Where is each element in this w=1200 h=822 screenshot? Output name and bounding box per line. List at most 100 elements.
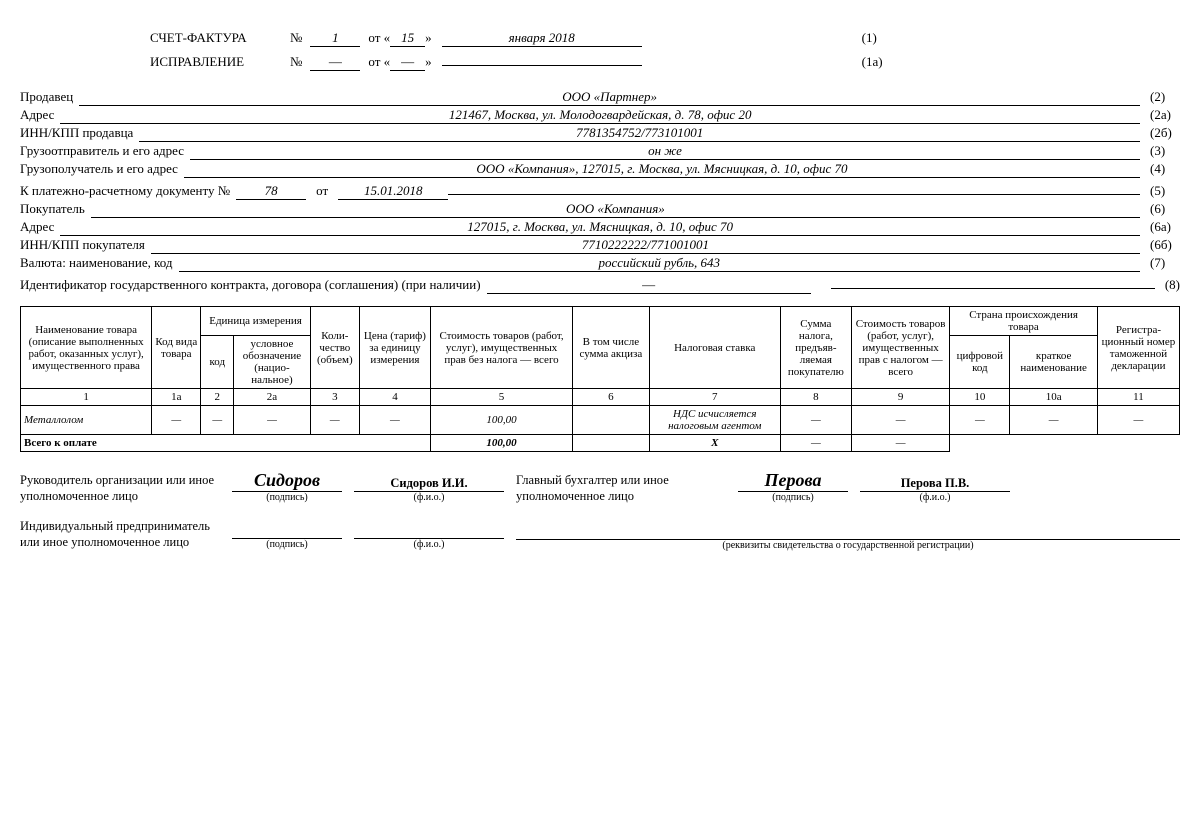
items-table: Наименование товара (описание выполненны… <box>20 306 1180 452</box>
inn-label: ИНН/КПП продавца <box>20 125 139 141</box>
contract-value: — <box>487 277 811 294</box>
currency-value: российский рубль, 643 <box>179 255 1140 272</box>
item-ccode: — <box>950 406 1010 435</box>
seller-note: (2) <box>1140 89 1180 105</box>
acct-name: Перова П.В. <box>860 474 1010 492</box>
coln-2a: 2а <box>234 389 311 406</box>
coln-5: 5 <box>430 389 572 406</box>
paydoc-from: от <box>306 183 338 199</box>
contract-note: (8) <box>1155 277 1180 293</box>
item-usym: — <box>234 406 311 435</box>
paydoc-label: К платежно-расчетному документу № <box>20 183 236 199</box>
item-price: — <box>359 406 430 435</box>
paydoc-num: 78 <box>236 183 306 200</box>
coln-4: 4 <box>359 389 430 406</box>
head-name: Сидоров И.И. <box>354 474 504 492</box>
from-label: от « <box>368 30 390 46</box>
coln-1: 1 <box>21 389 152 406</box>
coln-6: 6 <box>573 389 650 406</box>
num-label: № <box>290 30 302 46</box>
buyer-addr-label: Адрес <box>20 219 60 235</box>
col-code: Код вида товара <box>152 307 201 389</box>
paydoc-note: (5) <box>1140 183 1180 199</box>
invoice-title: СЧЕТ-ФАКТУРА <box>150 30 290 46</box>
cap-sig-1: (подпись) <box>232 492 342 504</box>
total-excise <box>573 435 650 452</box>
col-country-code: цифровой код <box>950 336 1010 389</box>
inn-value: 7781354752/773101001 <box>139 125 1140 142</box>
col-country: Страна происхождения товара <box>950 307 1098 336</box>
col-tax: Сумма налога, предъяв­ляемая покупателю <box>780 307 851 389</box>
col-name: Наименование товара (описание выполненны… <box>21 307 152 389</box>
coln-1a: 1а <box>152 389 201 406</box>
item-code: — <box>152 406 201 435</box>
shipper-value: он же <box>190 143 1140 160</box>
col-rate: Налоговая ставка <box>649 307 780 389</box>
coln-10: 10 <box>950 389 1010 406</box>
item-decl: — <box>1097 406 1179 435</box>
buyer-value: ООО «Компания» <box>91 201 1140 218</box>
seller-label: Продавец <box>20 89 79 105</box>
correction-title: ИСПРАВЛЕНИЕ <box>150 54 290 70</box>
coln-3: 3 <box>310 389 359 406</box>
col-excise: В том числе сумма акциза <box>573 307 650 389</box>
correction-day: — <box>390 54 425 71</box>
consignee-value: ООО «Компания», 127015, г. Москва, ул. М… <box>184 161 1140 178</box>
num-label-2: № <box>290 54 302 70</box>
consignee-note: (4) <box>1140 161 1180 177</box>
invoice-date: января 2018 <box>442 30 642 47</box>
note-1: (1) <box>862 30 877 46</box>
close-quote-2: » <box>425 54 432 70</box>
correction-date <box>442 50 642 66</box>
currency-label: Валюта: наименование, код <box>20 255 179 271</box>
total-total: — <box>851 435 949 452</box>
from-label-2: от « <box>368 54 390 70</box>
cap-name-2: (ф.и.о.) <box>860 492 1010 504</box>
total-tax: — <box>780 435 851 452</box>
item-ucode: — <box>201 406 234 435</box>
col-unit-code: код <box>201 336 234 389</box>
ip-signature <box>232 521 342 539</box>
head-label: Руководитель организации или иное уполно… <box>20 472 220 505</box>
coln-10a: 10а <box>1010 389 1097 406</box>
address-value: 121467, Москва, ул. Молодогвардейская, д… <box>60 107 1140 124</box>
item-qty: — <box>310 406 359 435</box>
cap-name-1: (ф.и.о.) <box>354 492 504 504</box>
coln-2: 2 <box>201 389 234 406</box>
ip-name <box>354 521 504 539</box>
contract-label: Идентификатор государственного контракта… <box>20 277 487 293</box>
paydoc-blank <box>448 179 1140 195</box>
col-decl: Регистра­ционный номер таможенной деклар… <box>1097 307 1179 389</box>
buyer-addr-value: 127015, г. Москва, ул. Мясницкая, д. 10,… <box>60 219 1140 236</box>
item-name: Металлолом <box>21 406 152 435</box>
buyer-inn-value: 7710222222/771001001 <box>151 237 1140 254</box>
currency-note: (7) <box>1140 255 1180 271</box>
total-label: Всего к оплате <box>21 435 431 452</box>
col-price: Цена (тариф) за единицу измерения <box>359 307 430 389</box>
contract-blank <box>831 273 1155 289</box>
buyer-addr-note: (6а) <box>1140 219 1180 235</box>
note-1a: (1а) <box>862 54 883 70</box>
buyer-note: (6) <box>1140 201 1180 217</box>
buyer-label: Покупатель <box>20 201 91 217</box>
total-blank <box>950 435 1180 452</box>
ip-label: Индивидуальный предприниматель или иное … <box>20 518 220 551</box>
seller-value: ООО «Партнер» <box>79 89 1140 106</box>
form-fields: ПродавецООО «Партнер»(2) Адрес121467, Мо… <box>20 89 1180 294</box>
col-total: Стоимость товаров (работ, услуг), имущес… <box>851 307 949 389</box>
item-cost: 100,00 <box>430 406 572 435</box>
item-total: — <box>851 406 949 435</box>
cap-sig-3: (подпись) <box>232 539 342 551</box>
coln-7: 7 <box>649 389 780 406</box>
total-cost: 100,00 <box>430 435 572 452</box>
coln-8: 8 <box>780 389 851 406</box>
invoice-header: СЧЕТ-ФАКТУРА № 1 от « 15 » января 2018 (… <box>150 30 1180 71</box>
col-country-name: краткое наименование <box>1010 336 1097 389</box>
col-unit: Единица измерения <box>201 307 310 336</box>
address-label: Адрес <box>20 107 60 123</box>
item-excise <box>573 406 650 435</box>
shipper-label: Грузоотправитель и его адрес <box>20 143 190 159</box>
acct-label: Главный бухгалтер или иное уполномоченно… <box>516 472 726 505</box>
consignee-label: Грузополучатель и его адрес <box>20 161 184 177</box>
acct-signature: Перова <box>738 470 848 492</box>
